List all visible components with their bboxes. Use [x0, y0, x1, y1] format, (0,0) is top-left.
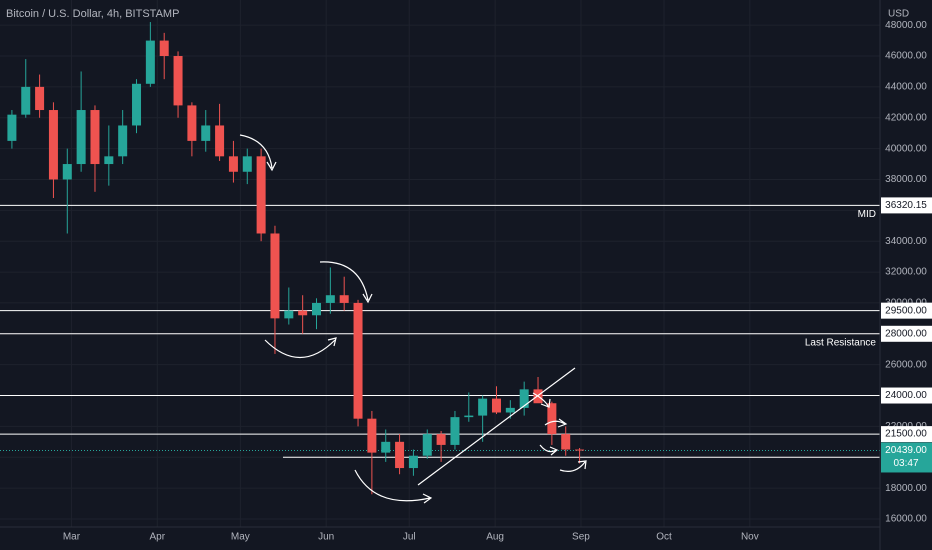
x-tick-label: Sep — [572, 532, 590, 543]
candle-body — [201, 125, 211, 141]
arrow — [264, 337, 337, 359]
candle-body — [339, 295, 349, 303]
y-tick-label: 26000.00 — [885, 359, 927, 370]
candle-body — [48, 110, 58, 180]
candle-body — [478, 398, 488, 416]
price-label: 20439.00 — [885, 445, 927, 456]
level-annotation: MID — [858, 209, 876, 220]
candle-body — [519, 389, 529, 408]
candle-body — [242, 156, 252, 172]
candle-body — [228, 156, 238, 172]
level-label: 24000.00 — [885, 390, 927, 401]
candle-body — [491, 398, 501, 413]
candle-body — [505, 407, 515, 413]
trend-line — [417, 367, 576, 486]
arrow — [544, 418, 568, 428]
drawings — [239, 134, 587, 504]
level-label: 29500.00 — [885, 305, 927, 316]
candles — [7, 22, 585, 495]
x-tick-label: Jul — [403, 532, 416, 543]
y-tick-label: 18000.00 — [885, 483, 927, 494]
candle-body — [436, 434, 446, 445]
level-tag — [881, 302, 932, 319]
candle-body — [21, 86, 31, 115]
level-tag — [881, 387, 932, 404]
level-label: 28000.00 — [885, 328, 927, 339]
candle-body — [450, 417, 460, 445]
x-tick-label: Apr — [150, 532, 166, 543]
candle-body — [62, 164, 72, 180]
candle-body — [215, 125, 225, 157]
arrow — [539, 444, 559, 456]
y-tick-label: 40000.00 — [885, 143, 927, 154]
candle-body — [395, 441, 405, 469]
candle-body — [353, 302, 363, 419]
y-tick-label: 32000.00 — [885, 267, 927, 278]
candle-body — [132, 83, 142, 126]
candle-body — [159, 40, 169, 57]
candle-body — [561, 434, 571, 450]
level-label: 21500.00 — [885, 429, 927, 440]
candle-body — [35, 86, 45, 111]
y-tick-label: 42000.00 — [885, 112, 927, 123]
candle-body — [408, 455, 418, 469]
candle-body — [422, 434, 432, 456]
arrow — [319, 261, 373, 304]
x-tick-label: Oct — [656, 532, 672, 543]
x-tick-label: May — [231, 532, 250, 543]
axis-title: USD — [888, 9, 909, 20]
x-tick-label: Mar — [63, 532, 81, 543]
level-label: 36320.15 — [885, 200, 927, 211]
candle-body — [367, 418, 377, 453]
arrow — [532, 392, 551, 408]
y-tick-label: 16000.00 — [885, 514, 927, 525]
candle-body — [325, 295, 335, 303]
candle-body — [547, 403, 557, 435]
candle-body — [298, 310, 308, 316]
arrow — [354, 469, 433, 504]
y-tick-label: 48000.00 — [885, 20, 927, 31]
candle-body — [270, 233, 280, 319]
arrow — [559, 460, 587, 472]
level-tag — [881, 197, 932, 214]
candle-body — [104, 156, 114, 165]
price-tag — [881, 442, 932, 473]
y-tick-label: 44000.00 — [885, 82, 927, 93]
price-timer: 03:47 — [893, 458, 918, 469]
chart-title: Bitcoin / U.S. Dollar, 4h, BITSTAMP — [6, 8, 179, 20]
y-tick-label: 38000.00 — [885, 174, 927, 185]
candle-body — [381, 441, 391, 453]
candle-body — [76, 110, 86, 165]
candle-body — [575, 449, 585, 451]
candle-body — [90, 110, 100, 165]
candle-body — [7, 114, 17, 141]
level-tag — [881, 426, 932, 443]
candle-body — [118, 125, 128, 157]
level-tag — [881, 325, 932, 342]
overlay: 36320.15 MID 29500.00 28000.00 Last Resistan… — [805, 197, 932, 473]
candle-body — [187, 105, 197, 141]
x-tick-label: Aug — [486, 532, 504, 543]
y-tick-label: 46000.00 — [885, 51, 927, 62]
candle-body — [256, 156, 266, 234]
candle-body — [284, 310, 294, 319]
candle-body — [464, 415, 474, 418]
candle-body — [312, 302, 322, 316]
candle-body — [145, 40, 155, 84]
candle-body — [173, 56, 183, 106]
x-tick-label: Jun — [318, 532, 334, 543]
x-tick-label: Nov — [741, 532, 759, 543]
arrow — [239, 134, 277, 172]
y-tick-label: 34000.00 — [885, 236, 927, 247]
level-annotation: Last Resistance — [805, 337, 877, 348]
